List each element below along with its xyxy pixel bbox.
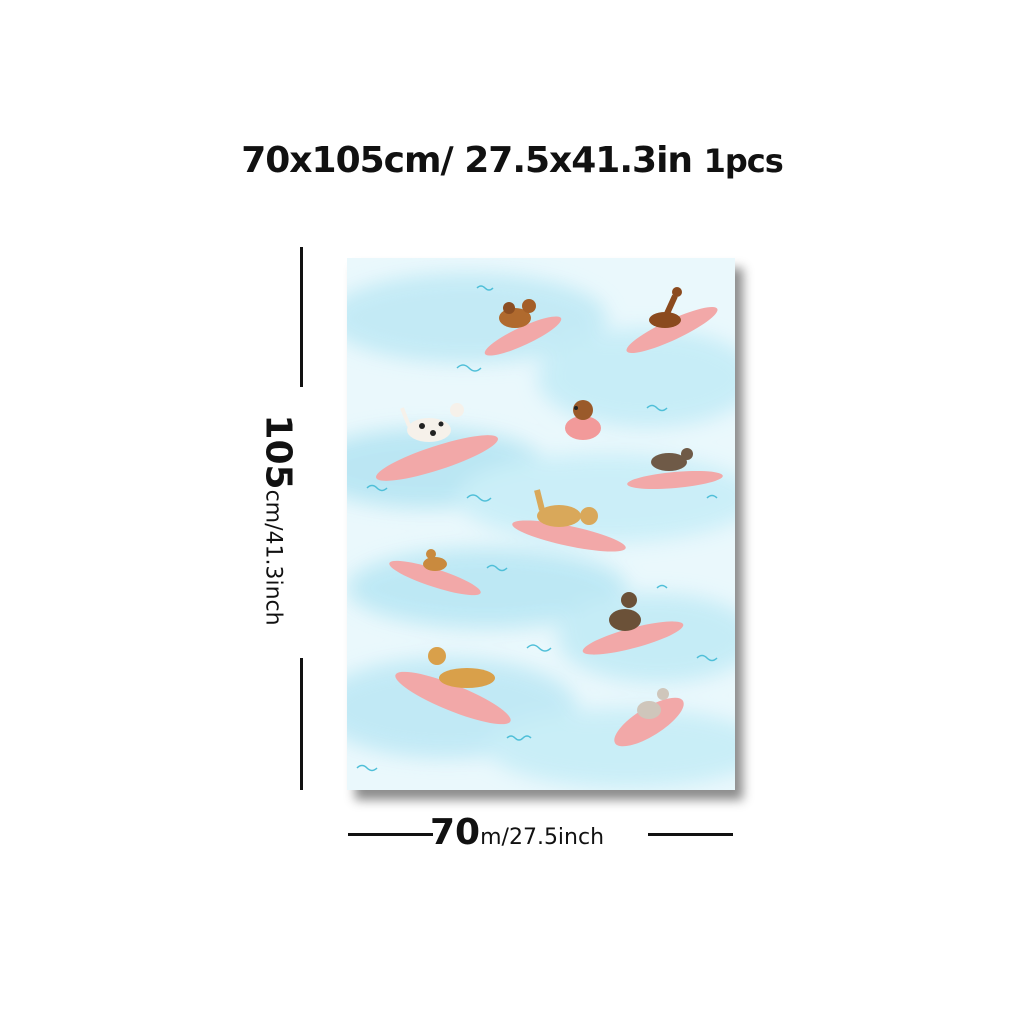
width-number: 70: [430, 812, 481, 853]
surfboard-dog-7: [582, 592, 684, 655]
wave-marks: [356, 285, 718, 772]
height-dimension-line-top: [300, 247, 303, 387]
width-dimension-line-left: [348, 833, 433, 836]
height-unit-text: cm/41.3inch: [260, 489, 286, 626]
surfboard-dog-6: [389, 549, 481, 596]
surfboard-dog-5: [512, 489, 626, 552]
size-in-text: 27.5x41.3in: [464, 140, 693, 181]
surfboard-dog-8: [395, 647, 511, 725]
width-dimension-line-right: [648, 833, 733, 836]
width-unit-text: m/27.5inch: [480, 825, 605, 850]
surfboard-dog-2: [626, 287, 718, 353]
surfboard-dog-dalmatian: [376, 403, 498, 481]
surfboard-dog-4: [627, 448, 723, 490]
watercolor-surfing-dogs-image: [347, 258, 735, 790]
height-number: 105: [257, 414, 299, 490]
size-cm-text: 70x105cm/: [241, 140, 453, 181]
surfboard-dog-1: [484, 299, 562, 356]
surfboard-dog-3: [565, 400, 601, 440]
size-title: 70x105cm/ 27.5x41.3in 1pcs: [0, 140, 1024, 181]
poster-artwork: [347, 258, 735, 790]
quantity-text: 1pcs: [703, 142, 784, 180]
height-dimension-line-bottom: [300, 658, 303, 790]
surfboard-dog-9: [614, 688, 684, 747]
width-dimension-label: 70m/27.5inch: [430, 812, 650, 853]
